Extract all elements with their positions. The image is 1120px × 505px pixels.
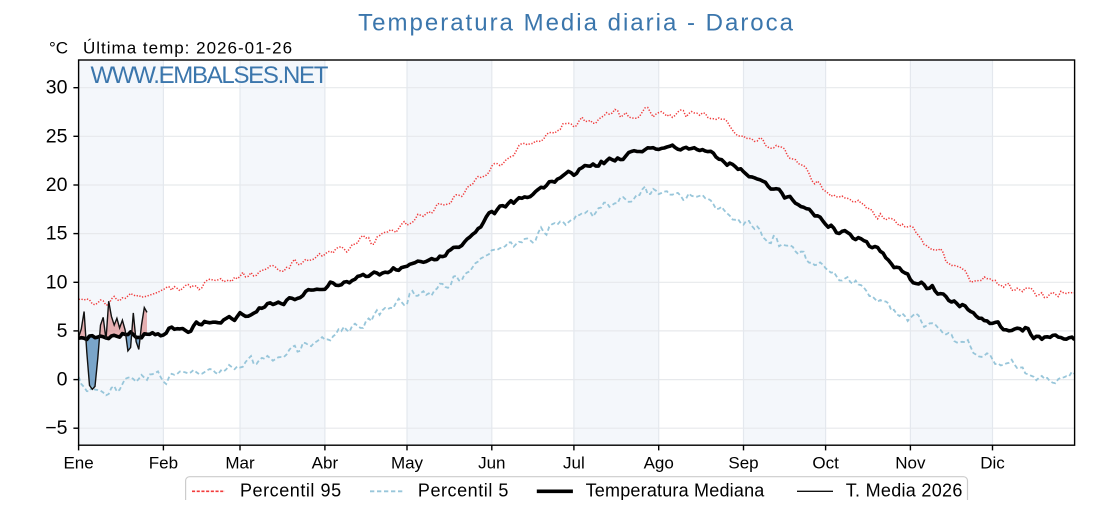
- svg-text:Percentil 5: Percentil 5: [418, 481, 509, 500]
- svg-text:Última temp: 2026-01-26: Última temp: 2026-01-26: [83, 39, 293, 58]
- svg-text:25: 25: [46, 125, 68, 147]
- svg-text:Percentil 95: Percentil 95: [240, 481, 342, 500]
- svg-text:Ene: Ene: [63, 453, 93, 472]
- svg-text:Dic: Dic: [980, 453, 1005, 472]
- svg-text:0: 0: [57, 369, 68, 391]
- svg-text:Temperatura Media diaria - Dar: Temperatura Media diaria - Daroca: [358, 9, 795, 36]
- svg-text:Oct: Oct: [812, 453, 839, 472]
- svg-text:Ago: Ago: [644, 453, 674, 472]
- svg-text:Abr: Abr: [312, 453, 339, 472]
- svg-text:15: 15: [46, 223, 68, 245]
- svg-text:5: 5: [57, 320, 68, 342]
- svg-text:10: 10: [46, 271, 68, 293]
- svg-text:Jul: Jul: [563, 453, 585, 472]
- svg-text:°C: °C: [49, 39, 68, 58]
- svg-text:20: 20: [46, 174, 68, 196]
- svg-text:T. Media 2026: T. Media 2026: [846, 481, 963, 500]
- svg-text:Sep: Sep: [728, 453, 758, 472]
- svg-text:30: 30: [46, 77, 68, 99]
- svg-text:WWW.EMBALSES.NET: WWW.EMBALSES.NET: [91, 62, 329, 89]
- svg-text:Temperatura Mediana: Temperatura Mediana: [586, 481, 766, 500]
- svg-text:May: May: [391, 453, 424, 472]
- svg-text:Jun: Jun: [478, 453, 505, 472]
- svg-text:Feb: Feb: [149, 453, 178, 472]
- svg-text:Mar: Mar: [225, 453, 255, 472]
- svg-text:−5: −5: [45, 417, 67, 439]
- svg-text:Nov: Nov: [895, 453, 926, 472]
